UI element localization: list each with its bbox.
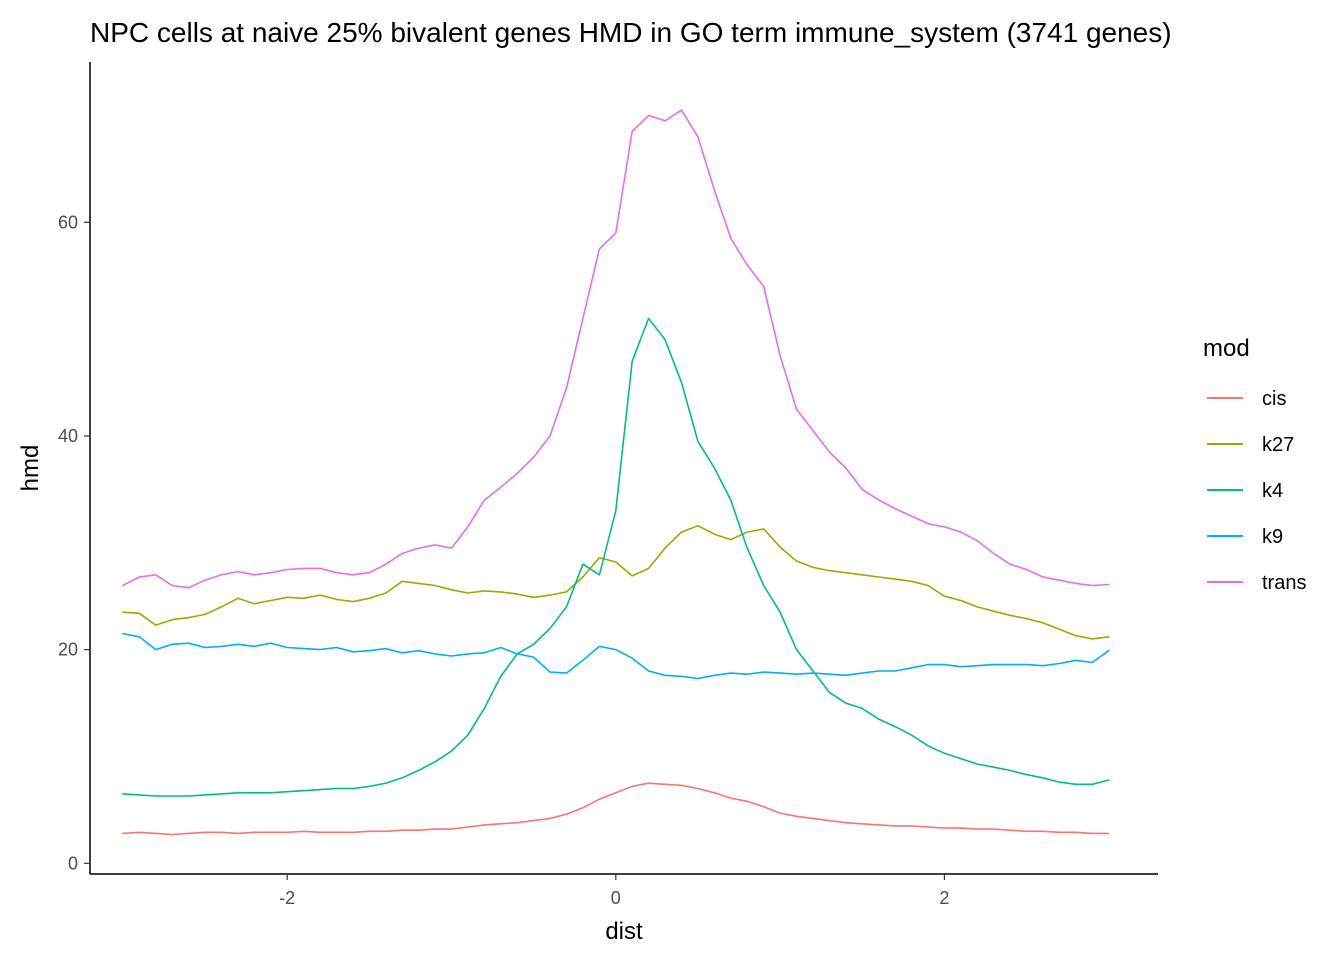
chart-title: NPC cells at naive 25% bivalent genes HM… [90, 17, 1172, 48]
series-line-k4 [122, 317, 1110, 797]
legend-label-cis: cis [1262, 388, 1286, 410]
x-axis-title: dist [605, 918, 643, 945]
x-tick-label: 2 [939, 888, 949, 908]
series-line-k27 [122, 524, 1110, 640]
y-axis-title: hmd [17, 445, 44, 492]
legend-title: mod [1203, 335, 1250, 362]
legend-label-trans: trans [1262, 572, 1306, 594]
x-ticks: -2 0 2 [279, 874, 949, 908]
series-line-cis [122, 782, 1110, 836]
x-tick-label: 0 [611, 888, 621, 908]
series-line-k9 [122, 632, 1110, 680]
y-tick-label: 60 [58, 212, 78, 232]
legend: mod cis k27 k4 k9 trans [1203, 335, 1306, 594]
legend-label-k27: k27 [1262, 434, 1294, 456]
series-line-trans [122, 109, 1110, 589]
x-tick-label: -2 [279, 888, 295, 908]
y-ticks: 0 20 40 60 [58, 212, 90, 873]
legend-label-k9: k9 [1262, 526, 1283, 548]
y-tick-label: 20 [58, 640, 78, 660]
legend-label-k4: k4 [1262, 480, 1283, 502]
y-tick-label: 0 [68, 853, 78, 873]
series-lines [122, 109, 1110, 836]
y-tick-label: 40 [58, 426, 78, 446]
